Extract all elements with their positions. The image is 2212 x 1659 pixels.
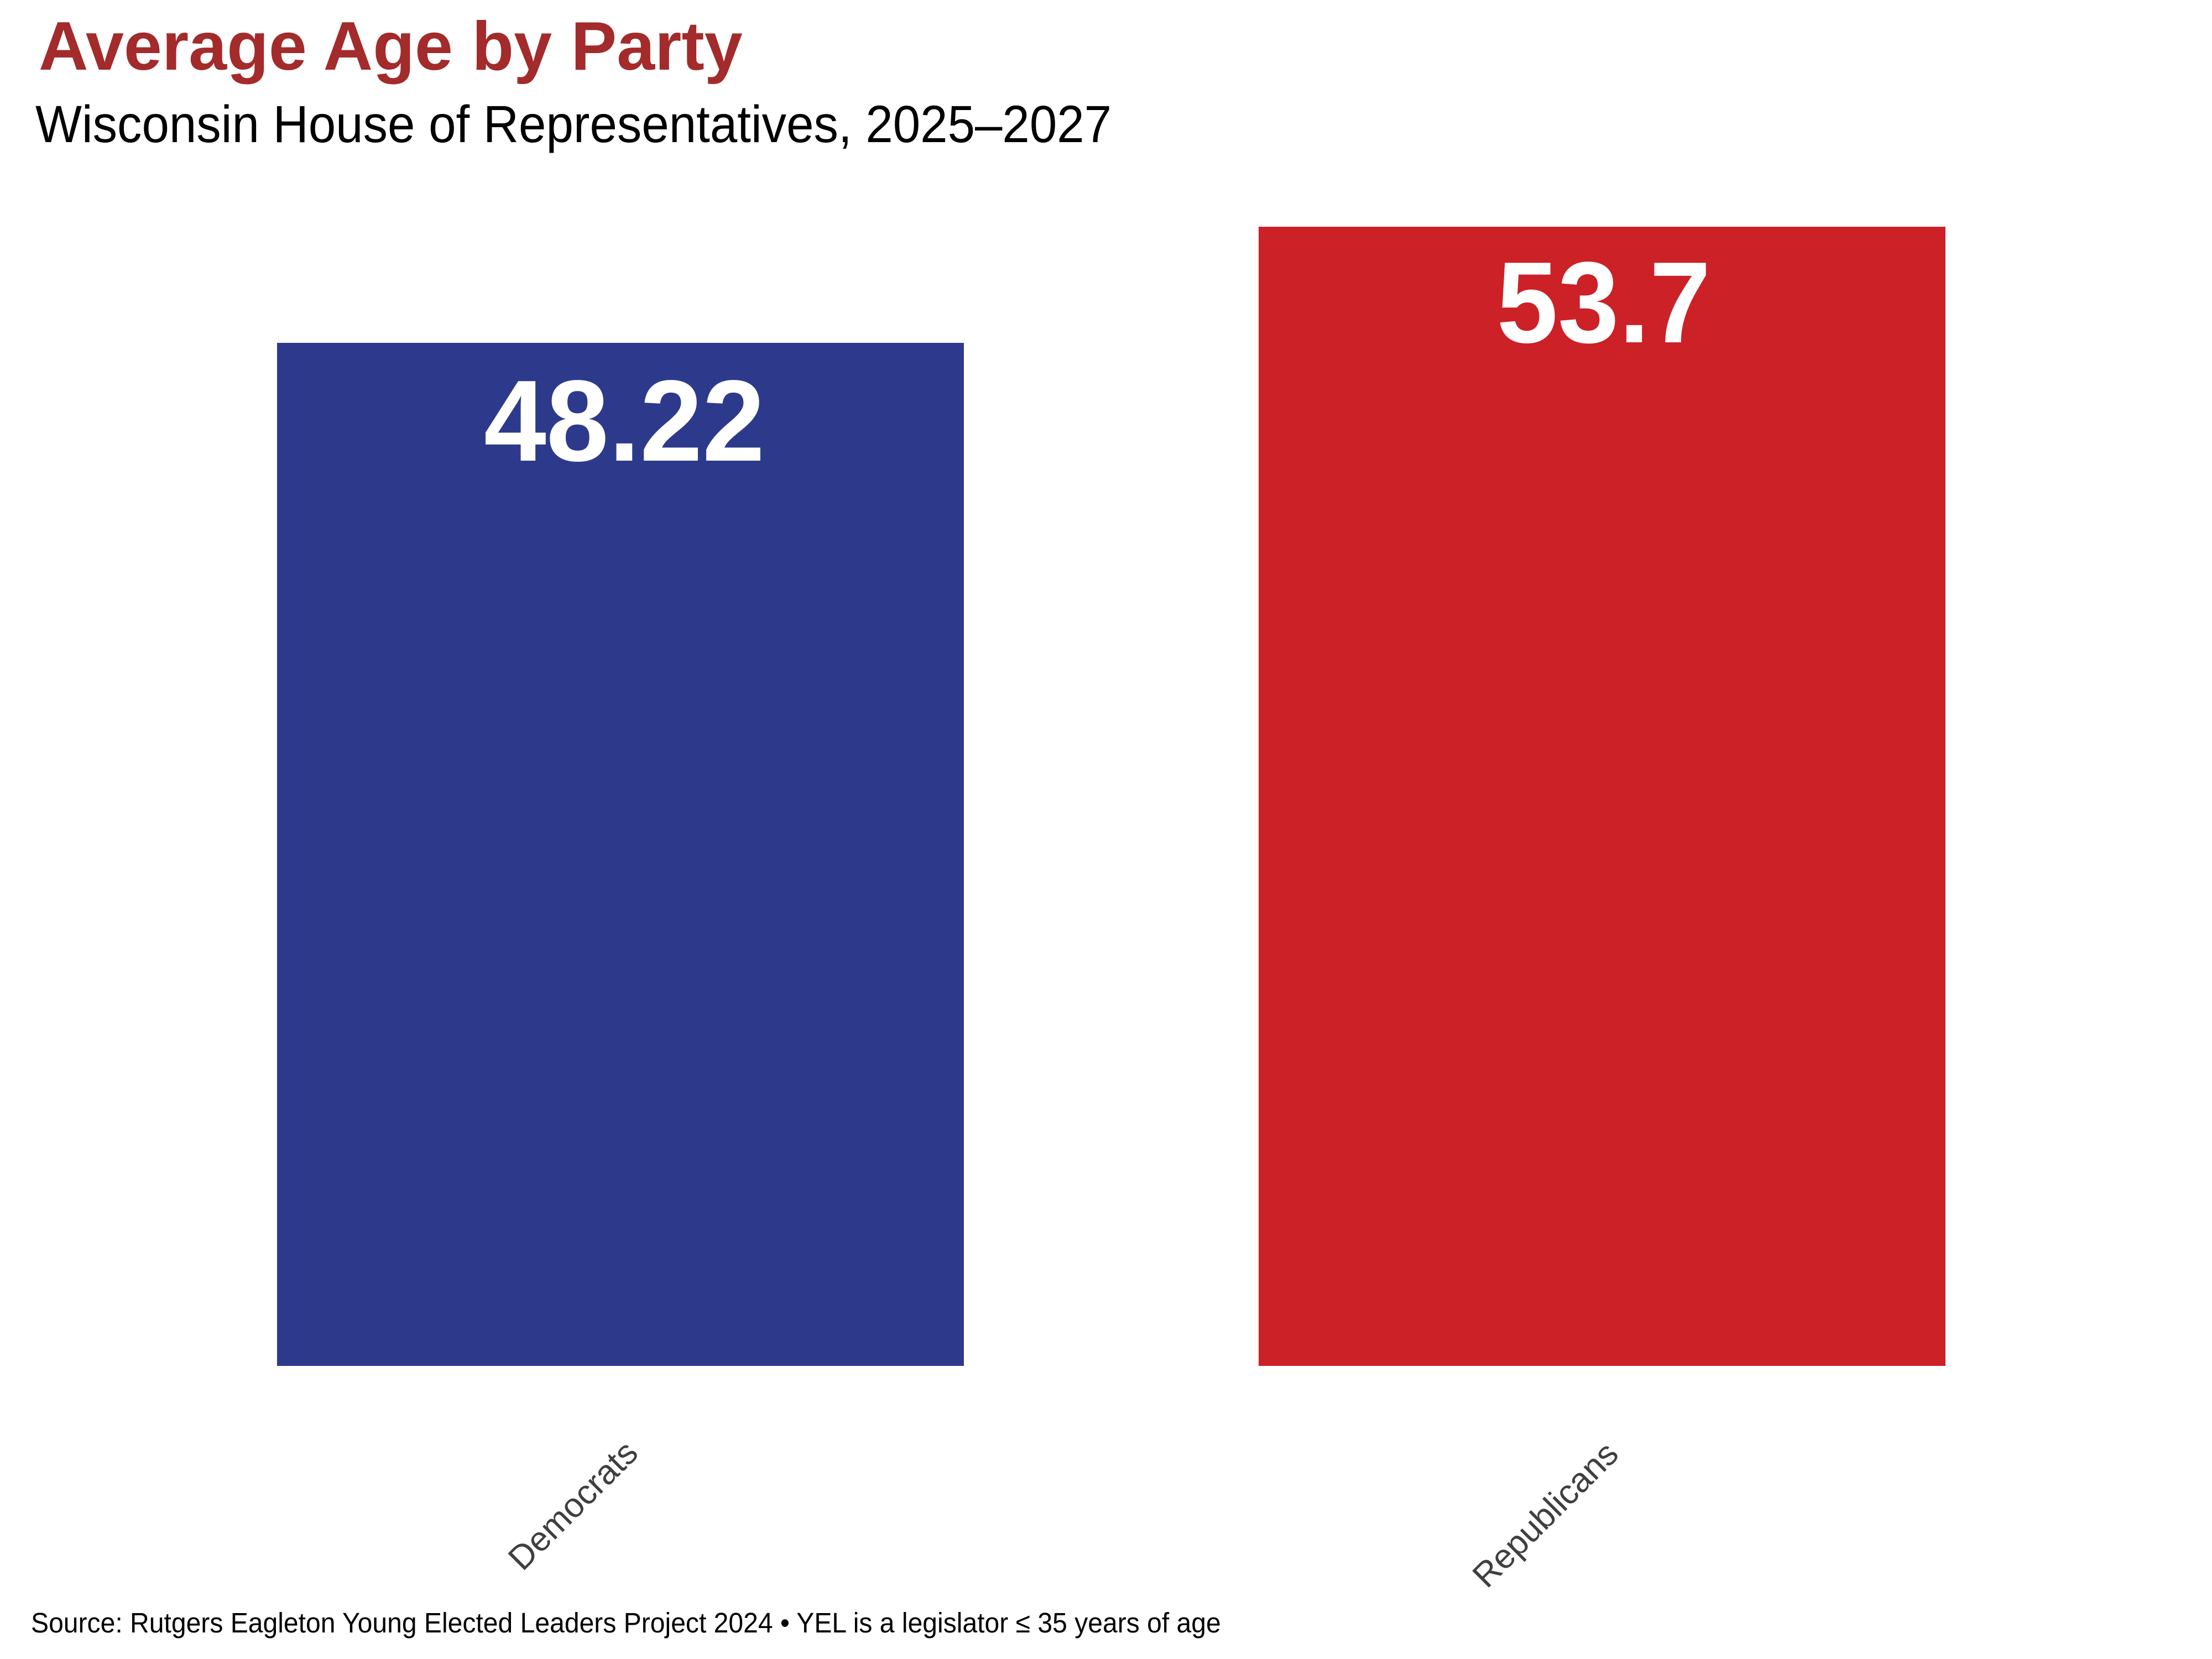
svg-text:Wisconsin House of Representat: Wisconsin House of Representatives, 2025… [35,95,1112,153]
svg-text:53.7: 53.7 [1497,238,1711,367]
svg-text:48.22: 48.22 [484,357,765,486]
svg-text:Source: Rutgers Eagleton Young: Source: Rutgers Eagleton Young Elected L… [31,1607,1221,1639]
svg-text:Average Age by Party: Average Age by Party [39,8,743,85]
